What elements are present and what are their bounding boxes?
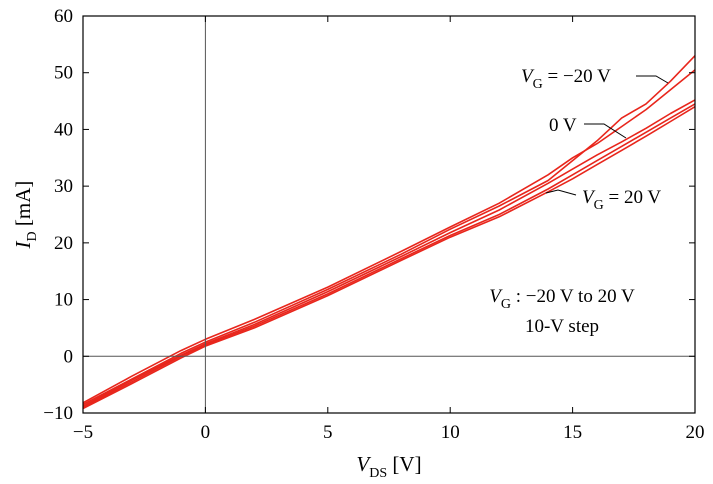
x-axis-title-var: V <box>356 452 371 476</box>
series-group <box>82 55 696 410</box>
annotation-vg-20-text: = 20 V <box>604 187 662 208</box>
annotation-vg-minus20-sub: G <box>533 77 543 92</box>
leader-vg-minus20 <box>636 75 669 84</box>
annotation-vg-range-var: V <box>489 286 503 307</box>
zero-lines <box>83 16 695 413</box>
y-tick-label: 20 <box>54 233 73 254</box>
leader-vg-20 <box>545 189 577 196</box>
y-axis-title-unit: [mA] <box>11 181 35 232</box>
y-tick-label: 60 <box>54 6 73 27</box>
x-axis-title-unit: [V] <box>387 452 421 476</box>
annotation-vg-minus20: VG = −20 V <box>521 66 611 92</box>
y-tick-label: 10 <box>54 290 73 311</box>
series-line-5 <box>82 106 696 410</box>
y-axis-title-var: I <box>11 240 35 249</box>
y-axis-title: ID [mA] <box>11 181 40 250</box>
x-tick-label: 15 <box>563 422 582 443</box>
x-tick-label: −5 <box>73 422 93 443</box>
annotation-leaders <box>545 75 669 196</box>
x-tick-label: 5 <box>323 422 333 443</box>
y-tick-label: 50 <box>54 63 73 84</box>
annotation-vg-range-text: : −20 V to 20 V <box>511 286 635 307</box>
ticks <box>82 15 696 414</box>
series-line-2 <box>82 55 696 406</box>
leader-vg-0 <box>584 123 627 139</box>
y-tick-label: 30 <box>54 176 73 197</box>
tick-labels: −5 0 5 10 15 20 −10 0 10 20 30 40 50 60 <box>43 6 704 443</box>
annotation-vg-20: VG = 20 V <box>582 187 661 213</box>
annotation-vg-20-sub: G <box>594 198 604 213</box>
annotation-vg-range: VG : −20 V to 20 V <box>489 286 635 312</box>
y-tick-label: −10 <box>43 403 73 424</box>
y-tick-label: 0 <box>64 346 74 367</box>
x-axis-title-sub: DS <box>369 466 387 481</box>
plot-frame <box>82 15 696 414</box>
y-axis-title-sub: D <box>25 231 40 241</box>
annotation-vg-20-var: V <box>582 187 596 208</box>
x-tick-label: 20 <box>686 422 705 443</box>
annotation-vg-range-sub: G <box>501 297 511 312</box>
annotation-vg-minus20-text: = −20 V <box>543 66 611 87</box>
annotation-step: 10-V step <box>525 316 599 337</box>
x-tick-label: 0 <box>201 422 211 443</box>
series-line-4 <box>82 103 696 409</box>
x-tick-label: 10 <box>441 422 460 443</box>
series-line-3 <box>82 99 696 407</box>
annotation-vg-minus20-var: V <box>521 66 535 87</box>
series-line-1 <box>82 69 696 404</box>
annotation-vg-0: 0 V <box>549 115 577 136</box>
x-axis-title: VDS [V] <box>356 452 421 481</box>
y-tick-label: 40 <box>54 119 73 140</box>
